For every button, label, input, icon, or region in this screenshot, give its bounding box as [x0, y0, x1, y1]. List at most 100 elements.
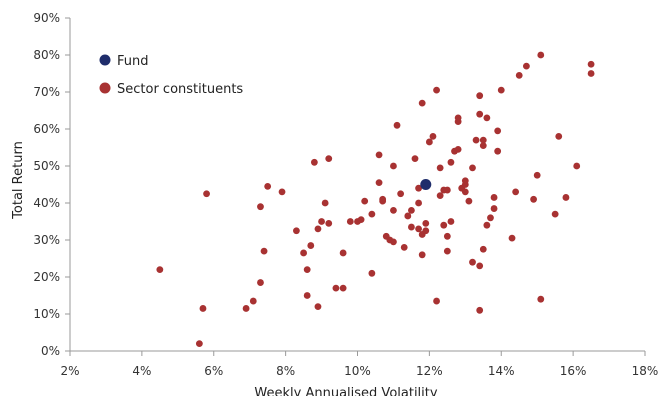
sector-constituent-point	[508, 234, 516, 242]
sector-constituent-point	[415, 199, 422, 207]
y-tick-label: 90%	[33, 11, 60, 25]
sector-constituent-point	[260, 247, 268, 255]
sector-constituent-point	[433, 86, 440, 94]
sector-constituent-point	[512, 188, 520, 196]
sector-constituent-point	[293, 227, 300, 235]
sector-constituent-point	[443, 247, 451, 255]
sector-constituent-point	[425, 138, 433, 146]
sector-constituent-point	[393, 121, 401, 129]
sector-constituent-point	[379, 197, 387, 205]
legend-fund-marker	[99, 54, 111, 66]
sector-constituent-point	[249, 297, 257, 305]
x-axis-title: Weekly Annualised Volatility	[254, 386, 437, 396]
sector-constituent-point	[339, 249, 347, 257]
y-tick-label: 60%	[33, 122, 60, 136]
sector-constituent-point	[454, 114, 462, 122]
sector-constituent-point	[397, 190, 405, 198]
legend: Fund Sector constituents	[99, 54, 243, 97]
x-tick-label: 14%	[488, 364, 515, 378]
sector-constituent-point	[310, 158, 318, 166]
sector-constituent-point	[476, 306, 484, 314]
sector-constituent-point	[494, 147, 502, 155]
sector-constituent-point	[461, 188, 469, 196]
sector-constituent-point	[242, 305, 250, 312]
sector-constituent-point	[264, 182, 272, 190]
y-tick-label: 40%	[33, 196, 60, 210]
sector-constituent-point	[479, 245, 487, 253]
sector-constituent-point	[408, 223, 415, 231]
sector-constituent-point	[332, 284, 340, 292]
sector-constituent-point	[318, 218, 325, 225]
sector-constituent-point	[523, 62, 530, 70]
sector-constituent-point	[368, 210, 376, 218]
y-tick-label: 20%	[33, 270, 60, 284]
sector-constituent-point	[476, 262, 484, 270]
sector-constituent-point	[390, 162, 397, 170]
sector-constituent-point	[537, 295, 545, 303]
sector-constituent-point	[257, 279, 264, 286]
sector-constituent-point	[440, 221, 448, 229]
x-tick-label: 6%	[204, 364, 223, 378]
sector-constituent-point	[573, 162, 581, 170]
sector-constituent-point	[257, 203, 264, 211]
x-tick-label: 8%	[276, 364, 295, 378]
sector-constituent-point	[537, 51, 545, 59]
sector-constituent-point	[203, 190, 210, 198]
sector-constituent-point	[303, 266, 311, 273]
sector-constituent-point	[418, 251, 426, 259]
fund-point	[420, 179, 432, 190]
sector-constituent-point	[587, 70, 595, 77]
sector-constituent-point	[339, 284, 347, 292]
sector-constituent-point	[429, 133, 437, 140]
sector-constituent-point	[418, 99, 426, 107]
sector-constituent-point	[533, 171, 541, 179]
sector-constituent-point	[422, 219, 430, 227]
legend-fund-label: Fund	[117, 54, 149, 69]
sector-constituent-point	[321, 199, 329, 207]
y-tick-label: 10%	[33, 307, 60, 321]
sector-constituent-point	[479, 142, 487, 150]
sector-constituent-point	[447, 218, 455, 225]
y-tick-label: 80%	[33, 48, 60, 62]
sector-constituent-point	[490, 194, 498, 201]
sector-constituent-point	[390, 207, 397, 214]
sector-constituent-point	[199, 305, 207, 312]
sector-constituent-point	[465, 197, 473, 205]
sector-constituent-point	[483, 114, 491, 122]
y-tick-label: 0%	[41, 344, 60, 358]
sector-constituent-point	[422, 227, 430, 235]
sector-constituent-point	[415, 184, 422, 192]
sector-constituent-point	[411, 155, 419, 163]
x-tick-label: 2%	[60, 364, 79, 378]
sector-constituent-point	[476, 110, 484, 118]
sector-constituent-point	[562, 194, 570, 201]
sector-constituent-point	[156, 266, 164, 273]
sector-constituent-point	[515, 71, 523, 79]
legend-sector-label: Sector constituents	[117, 82, 243, 97]
x-tick-label: 10%	[344, 364, 371, 378]
sector-constituent-point	[490, 205, 498, 212]
sector-constituent-point	[436, 192, 444, 200]
sector-constituent-point	[494, 127, 502, 135]
sector-constituent-point	[530, 195, 537, 203]
sector-constituent-point	[443, 186, 451, 194]
sector-constituent-point	[497, 86, 505, 94]
points-layer	[156, 51, 595, 347]
sector-constituent-point	[415, 225, 422, 233]
sector-constituent-point	[551, 210, 559, 218]
sector-constituent-point	[483, 221, 491, 229]
sector-constituent-point	[375, 179, 383, 187]
sector-constituent-point	[443, 232, 451, 240]
x-tick-label: 12%	[416, 364, 443, 378]
sector-constituent-point	[476, 92, 484, 100]
x-tick-label: 16%	[560, 364, 587, 378]
sector-constituent-point	[487, 214, 494, 222]
sector-constituent-point	[587, 60, 595, 68]
y-tick-label: 70%	[33, 85, 60, 99]
sector-constituent-point	[390, 238, 397, 246]
sector-constituent-point	[400, 244, 408, 251]
sector-constituent-point	[300, 249, 307, 257]
sector-constituent-point	[325, 219, 333, 227]
sector-constituent-point	[325, 155, 333, 163]
